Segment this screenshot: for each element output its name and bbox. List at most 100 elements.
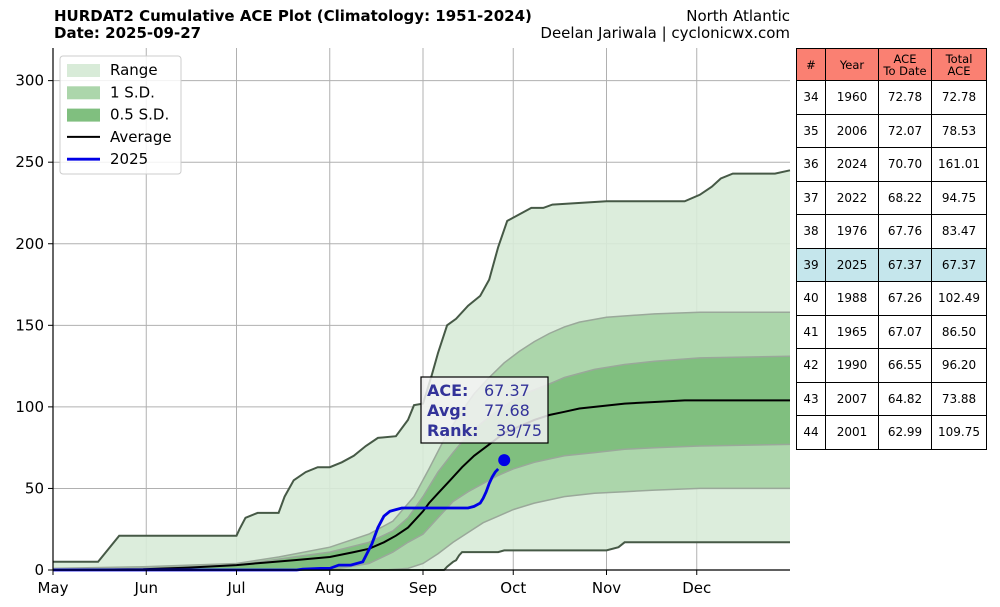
cell-total-ace: 161.01 (931, 147, 987, 182)
table-row: 38 1976 67.76 83.47 (796, 214, 987, 249)
chart-title: HURDAT2 Cumulative ACE Plot (Climatology… (54, 8, 532, 42)
axes: 0 50 100 150 200 250 300 May Jun Jul Aug Sep Oct Nov D… (15, 48, 790, 597)
cell-year: 2001 (825, 415, 879, 450)
cell-year: 1988 (825, 281, 879, 316)
annotation-box (420, 376, 549, 444)
sd1-lower-line (53, 487, 790, 571)
table-row: 34 1960 72.78 72.78 (796, 80, 987, 115)
cell-rank: 36 (796, 147, 826, 182)
legend-2025-label: 2025 (110, 150, 148, 168)
y-tick-label: 250 (15, 153, 44, 171)
x-tick-label: Nov (592, 579, 621, 597)
header-ace-to-date: ACE To Date (878, 48, 932, 81)
title-line-2: Date: 2025-09-27 (54, 24, 202, 42)
cell-rank: 35 (796, 113, 826, 148)
x-tick-label: Dec (682, 579, 711, 597)
annotation: ACE: 67.37 Avg: 77.68 Rank: 39/75 (420, 376, 549, 444)
cell-ace-to-date: 67.37 (878, 247, 932, 282)
cell-rank: 42 (796, 348, 826, 383)
sd05-lower-line (53, 443, 791, 571)
cell-year: 2022 (825, 180, 879, 215)
table-row: 35 2006 72.07 78.53 (796, 113, 987, 148)
table-header-row: # Year ACE To Date Total ACE (796, 48, 987, 81)
table-row: 40 1988 67.26 102.49 (796, 281, 987, 316)
lines (52, 169, 791, 572)
cell-total-ace: 86.50 (931, 314, 987, 349)
table-row: 37 2022 68.22 94.75 (796, 180, 987, 215)
cell-rank: 41 (796, 314, 826, 349)
legend-box (59, 55, 182, 175)
region-label: North Atlantic (686, 7, 790, 25)
cell-rank: 34 (796, 80, 826, 115)
cell-total-ace: 83.47 (931, 214, 987, 249)
cell-ace-to-date: 67.76 (878, 214, 932, 249)
legend-sd1-swatch (67, 86, 100, 100)
annotation-value: 77.68 (484, 401, 530, 420)
current-point-marker (498, 454, 511, 467)
legend-range-swatch (67, 64, 100, 77)
series-2025-line (53, 467, 500, 572)
cell-ace-to-date: 72.78 (878, 80, 932, 115)
cell-total-ace: 67.37 (931, 247, 987, 282)
cell-total-ace: 73.88 (931, 381, 987, 416)
bands (53, 170, 790, 571)
cell-total-ace: 94.75 (931, 180, 987, 215)
header-total-ace: Total ACE (931, 48, 987, 81)
table-row: 42 1990 66.55 96.20 (796, 348, 987, 383)
cell-ace-to-date: 67.26 (878, 281, 932, 316)
cell-ace-to-date: 70.70 (878, 147, 932, 182)
cell-year: 1965 (825, 314, 879, 349)
cell-year: 2024 (825, 147, 879, 182)
cell-year: 2006 (825, 113, 879, 148)
legend: Range 1 S.D. 0.5 S.D. Average 2025 (59, 55, 182, 175)
cell-year: 2025 (825, 247, 879, 282)
y-tick-label: 200 (15, 235, 44, 253)
legend-average-label: Average (110, 128, 172, 146)
y-tick-label: 50 (25, 479, 44, 497)
cell-ace-to-date: 68.22 (878, 180, 932, 215)
cell-total-ace: 78.53 (931, 113, 987, 148)
x-tick-label: Jul (226, 579, 245, 597)
range-min-line (53, 541, 790, 571)
table-row: 44 2001 62.99 109.75 (796, 415, 987, 450)
table-row: 43 2007 64.82 73.88 (796, 381, 987, 416)
annotation-label: Rank: (427, 421, 479, 440)
cell-year: 2007 (825, 381, 879, 416)
header-rank: # (796, 48, 826, 81)
cell-rank: 39 (796, 247, 826, 282)
cell-rank: 43 (796, 381, 826, 416)
x-tick-label: Jun (134, 579, 158, 597)
x-tick-label: Oct (500, 579, 526, 597)
table-row: 41 1965 67.07 86.50 (796, 314, 987, 349)
y-tick-label: 100 (15, 398, 44, 416)
annotation-value: 67.37 (484, 381, 530, 400)
cell-ace-to-date: 64.82 (878, 381, 932, 416)
x-tick-label: May (37, 579, 68, 597)
ranking-table: # Year ACE To Date Total ACE 34 1960 72.78 72… (796, 48, 987, 450)
legend-sd1-label: 1 S.D. (110, 83, 155, 101)
cell-rank: 44 (796, 415, 826, 450)
cell-ace-to-date: 62.99 (878, 415, 932, 450)
x-tick-label: Aug (315, 579, 344, 597)
cell-rank: 37 (796, 180, 826, 215)
credit-label: Deelan Jariwala | cyclonicwx.com (540, 24, 790, 42)
cell-rank: 40 (796, 281, 826, 316)
cell-rank: 38 (796, 214, 826, 249)
cell-year: 1976 (825, 214, 879, 249)
y-tick-label: 0 (34, 561, 44, 579)
cell-total-ace: 109.75 (931, 415, 987, 450)
legend-range-label: Range (110, 61, 158, 79)
legend-sd05-label: 0.5 S.D. (110, 106, 169, 124)
cell-ace-to-date: 66.55 (878, 348, 932, 383)
sd05-band (53, 356, 790, 570)
average-line (52, 399, 790, 571)
annotation-label: ACE: (427, 381, 468, 400)
y-tick-label: 150 (15, 316, 44, 334)
cell-ace-to-date: 67.07 (878, 314, 932, 349)
cell-year: 1990 (825, 348, 879, 383)
chart-credit: North Atlantic Deelan Jariwala | cycloni… (540, 8, 790, 42)
cell-year: 1960 (825, 80, 879, 115)
title-line-1: HURDAT2 Cumulative ACE Plot (Climatology… (54, 7, 532, 25)
header-year: Year (825, 48, 879, 81)
cell-ace-to-date: 72.07 (878, 113, 932, 148)
